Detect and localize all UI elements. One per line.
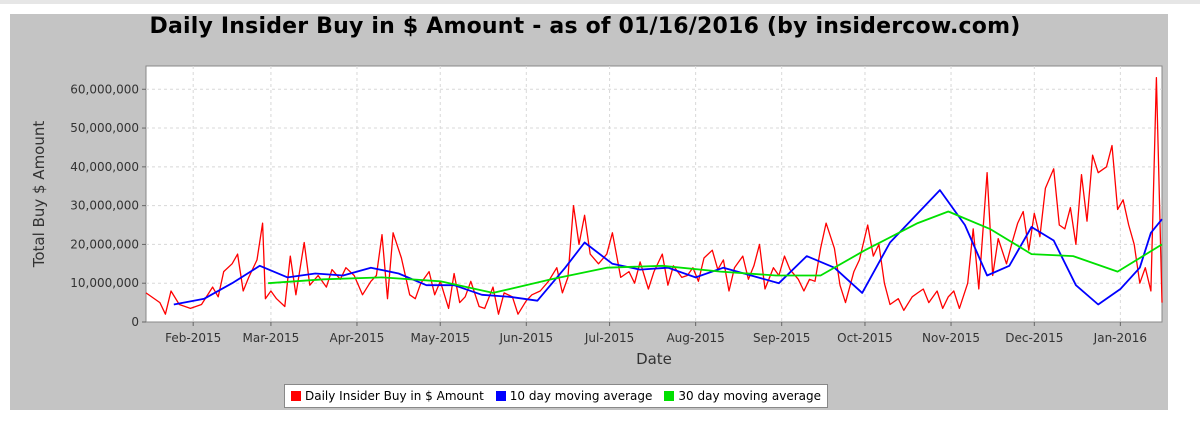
x-tick-label: Feb-2015: [165, 331, 221, 345]
x-tick-label: Mar-2015: [243, 331, 300, 345]
legend-item-daily: Daily Insider Buy in $ Amount: [291, 389, 484, 403]
y-tick-label: 0: [131, 315, 139, 329]
legend-swatch-10day: [495, 391, 506, 401]
grid-lines: [146, 66, 1162, 322]
y-tick-label: 20,000,000: [70, 237, 139, 251]
series-lines: [145, 76, 1163, 315]
x-tick-label: Nov-2015: [922, 331, 980, 345]
legend: Daily Insider Buy in $ Amount 10 day mov…: [284, 384, 828, 408]
x-tick-label: Jul-2015: [584, 331, 634, 345]
x-tick-label: Dec-2015: [1005, 331, 1063, 345]
y-axis-label: Total Buy $ Amount: [30, 121, 48, 269]
x-tick-label: May-2015: [411, 331, 470, 345]
legend-swatch-daily: [291, 391, 301, 401]
x-tick-label: Jun-2015: [498, 331, 553, 345]
legend-swatch-30day: [664, 391, 675, 401]
legend-label-daily: Daily Insider Buy in $ Amount: [305, 389, 484, 403]
x-tick-label: Apr-2015: [330, 331, 385, 345]
legend-item-10day: 10 day moving average: [495, 389, 653, 403]
ma30-series-line: [268, 210, 1163, 294]
y-tick-label: 10,000,000: [70, 276, 139, 290]
x-axis-label: Date: [636, 350, 672, 368]
y-tick-label: 30,000,000: [70, 199, 139, 213]
top-rule: [0, 0, 1200, 4]
y-tick-label: 50,000,000: [70, 121, 139, 135]
legend-label-10day: 10 day moving average: [509, 389, 653, 403]
y-tick-label: 60,000,000: [70, 82, 139, 96]
y-tick-label: 40,000,000: [70, 160, 139, 174]
chart-title: Daily Insider Buy in $ Amount - as of 01…: [149, 14, 1021, 39]
legend-item-30day: 30 day moving average: [664, 389, 821, 403]
x-tick-label: Sep-2015: [753, 331, 811, 345]
axis-ticks: 0 10,000,000 20,000,000 30,000,000 40,000,00…: [70, 82, 1147, 345]
x-tick-label: Jan-2016: [1093, 331, 1147, 345]
ma10-series-line: [173, 189, 1163, 306]
legend-label-30day: 30 day moving average: [678, 389, 821, 403]
x-tick-label: Aug-2015: [666, 331, 724, 345]
x-tick-label: Oct-2015: [837, 331, 893, 345]
daily-series-line: [145, 76, 1163, 315]
